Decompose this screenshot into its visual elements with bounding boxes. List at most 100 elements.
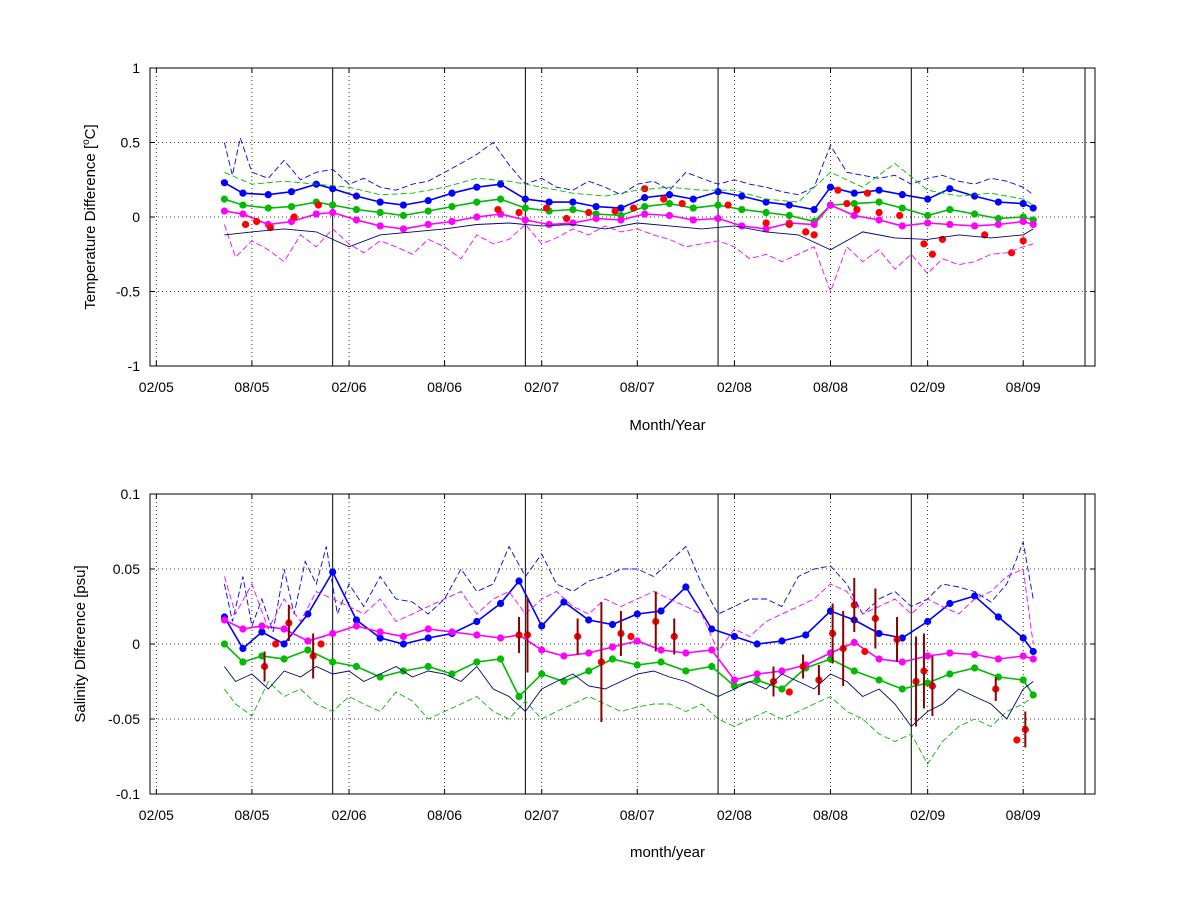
data-point	[714, 214, 722, 223]
data-point	[708, 662, 716, 671]
data-point	[850, 638, 858, 647]
data-point	[329, 629, 337, 638]
data-point	[689, 216, 697, 224]
data-point	[560, 652, 568, 660]
data-point	[875, 198, 883, 206]
data-point	[448, 628, 456, 636]
data-point	[678, 199, 686, 208]
data-point	[287, 188, 296, 196]
data-point	[785, 220, 793, 229]
data-point	[753, 676, 761, 684]
data-point	[834, 186, 842, 194]
data-point	[585, 208, 593, 217]
data-point	[376, 634, 384, 642]
data-point	[946, 649, 954, 657]
data-point	[778, 637, 786, 645]
data-point	[290, 213, 298, 221]
x-tick-label: 08/06	[427, 379, 462, 395]
data-point	[538, 670, 546, 678]
data-point	[473, 198, 481, 206]
data-point	[785, 201, 793, 209]
series-line-6	[223, 223, 1034, 293]
data-point	[304, 646, 312, 654]
x-tick-label: 02/05	[139, 807, 174, 823]
data-point	[762, 208, 770, 217]
data-point	[898, 204, 906, 212]
data-point	[280, 655, 288, 663]
data-point	[473, 183, 481, 191]
x-tick-label: 02/08	[717, 807, 752, 823]
data-point	[473, 631, 481, 639]
data-point	[545, 220, 553, 229]
data-point	[1029, 647, 1037, 656]
x-tick-label: 08/05	[234, 807, 269, 823]
salinity-difference-panel: 02/05 08/05 02/06 08/06 02/07 08/07 02/08 08/08…	[72, 486, 1096, 861]
data-point	[850, 199, 858, 208]
data-point	[376, 208, 384, 217]
data-point	[682, 583, 690, 591]
data-point	[239, 644, 247, 653]
series-line-1	[223, 643, 1034, 698]
data-point	[496, 180, 505, 188]
data-point	[352, 205, 361, 214]
data-point	[898, 222, 906, 230]
data-point	[850, 189, 858, 197]
data-point	[280, 640, 288, 648]
data-point	[682, 667, 690, 675]
data-point	[542, 204, 551, 212]
data-point	[627, 632, 635, 641]
data-point	[220, 207, 229, 215]
data-point	[924, 652, 932, 660]
data-point	[738, 192, 746, 200]
data-point	[424, 634, 432, 642]
data-point	[810, 220, 818, 229]
y-axis-label: Salinity Difference [psu]	[72, 565, 89, 722]
data-point	[352, 616, 361, 624]
data-point	[1029, 655, 1037, 663]
data-point	[1019, 652, 1027, 660]
data-point	[971, 664, 979, 672]
series-line-4	[223, 540, 1034, 633]
data-point	[778, 667, 786, 675]
data-point	[569, 198, 577, 206]
x-tick-label: 08/07	[620, 379, 655, 395]
data-point	[264, 191, 272, 199]
y-tick-label: 0	[132, 636, 140, 652]
data-point	[785, 211, 793, 220]
data-point	[592, 202, 600, 211]
data-point	[994, 613, 1002, 621]
x-tick-label: 08/07	[620, 807, 655, 823]
data-point	[1007, 249, 1016, 257]
y-tick-label: -1	[128, 358, 141, 374]
data-point	[448, 202, 456, 211]
data-point	[569, 205, 577, 214]
data-point	[1013, 736, 1021, 744]
data-point	[1019, 237, 1027, 245]
data-point	[633, 661, 641, 669]
data-point	[399, 201, 408, 209]
data-point	[399, 211, 408, 220]
data-point	[714, 188, 722, 196]
data-point	[496, 655, 505, 663]
temperature-difference-panel: 02/05 08/05 02/06 08/06 02/07 08/07 02/08 08/08…	[81, 60, 1096, 434]
data-point	[352, 622, 361, 630]
data-point	[1029, 691, 1037, 699]
data-point	[560, 598, 568, 606]
y-tick-label: 0	[132, 209, 140, 225]
data-point	[924, 219, 932, 227]
x-tick-label: 08/08	[813, 807, 848, 823]
x-tick-label: 02/09	[910, 379, 945, 395]
data-point	[875, 216, 883, 224]
data-point	[924, 211, 932, 220]
data-point	[896, 211, 904, 220]
data-point	[714, 201, 722, 209]
data-point	[898, 658, 906, 666]
data-point	[608, 655, 617, 663]
data-point	[314, 201, 323, 209]
data-point	[1019, 676, 1027, 684]
data-point	[689, 204, 697, 212]
data-point	[538, 646, 546, 654]
data-point	[258, 628, 266, 636]
data-point	[924, 617, 932, 626]
data-point	[665, 199, 674, 208]
